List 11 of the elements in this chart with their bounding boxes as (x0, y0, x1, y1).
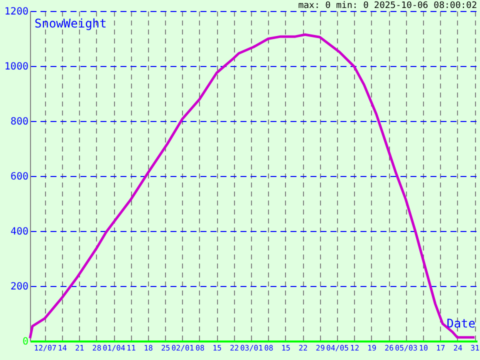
y-tick-label: 600 (10, 172, 28, 182)
x-axis-title: Date (446, 316, 476, 330)
y-tick-label: 400 (10, 226, 28, 238)
y-tick-label: 200 (10, 282, 28, 292)
y-tick-label: 1200 (4, 6, 28, 18)
y-tick-label: 800 (10, 116, 28, 128)
text: max: 0 min: 0 2025-10-06 08:00:02 (298, 1, 477, 11)
y-tick-label: 1000 (4, 62, 28, 72)
y-axis-title: SnowWeight (34, 16, 107, 30)
y-tick-label: 0 (22, 336, 28, 348)
line-series (28, 33, 476, 340)
